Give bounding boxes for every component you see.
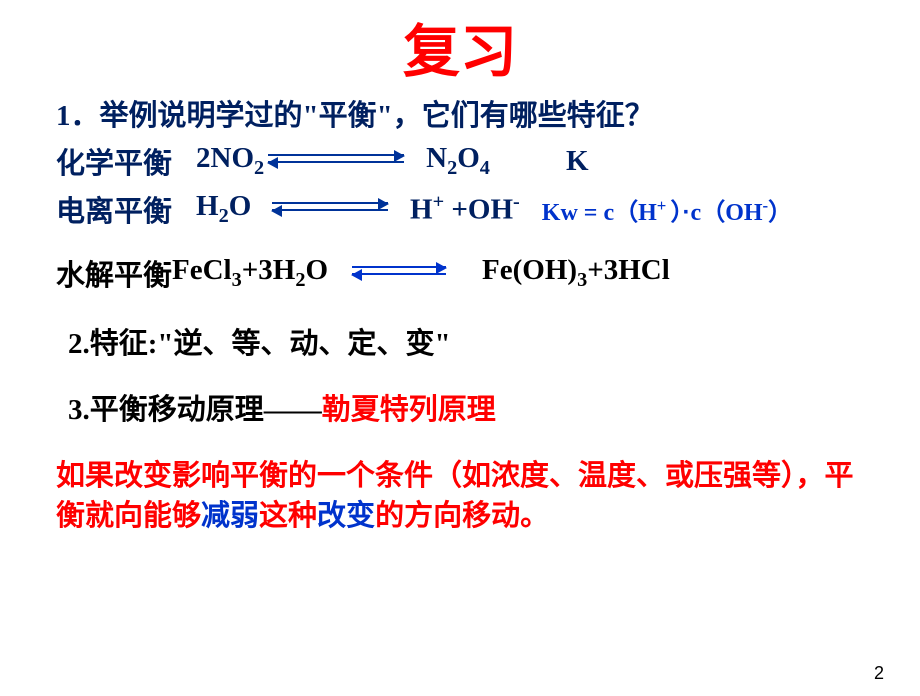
equilibrium-arrow-icon (268, 154, 404, 168)
eq2-label: 电离平衡 (56, 188, 196, 230)
eq3-right: Fe(OH)3+3HCl (482, 254, 670, 292)
equation-ionization-equilibrium: 电离平衡 H2O H+ +OH- Kw = c（H+ ）·c（OH-） (56, 188, 880, 230)
eq3-label: 水解平衡 (56, 252, 172, 294)
eq2-kw-expression: Kw = c（H+ ）·c（OH-） (542, 192, 792, 227)
principle-statement: 如果改变影响平衡的一个条件（如浓度、温度、或压强等），平衡就向能够减弱这种改变的… (56, 456, 880, 536)
characteristics-line: 2.特征:"逆、等、动、定、变" (68, 320, 880, 362)
question-1: 1．举例说明学过的"平衡"，它们有哪些特征？ (56, 92, 880, 134)
equation-chemical-equilibrium: 化学平衡 2NO2 N2O4 K (56, 140, 880, 182)
eq3-left: FeCl3+3H2O (172, 254, 328, 292)
eq1-right: N2O4 (426, 142, 490, 180)
eq1-label: 化学平衡 (56, 140, 196, 182)
eq1-left: 2NO2 (196, 142, 264, 180)
content-area: 1．举例说明学过的"平衡"，它们有哪些特征？ 化学平衡 2NO2 N2O4 K … (0, 92, 920, 536)
principle-name-line: 3.平衡移动原理——勒夏特列原理 (68, 386, 880, 428)
eq1-constant-k: K (566, 145, 589, 178)
equilibrium-arrow-icon (272, 202, 388, 216)
page-number: 2 (874, 663, 884, 684)
page-title: 复习 (0, 6, 920, 88)
eq2-left: H2O (196, 190, 268, 228)
equation-hydrolysis-equilibrium: 水解平衡 FeCl3+3H2O Fe(OH)3+3HCl (56, 252, 880, 294)
eq2-right: H+ +OH- (410, 191, 520, 227)
equilibrium-arrow-icon (352, 266, 446, 280)
